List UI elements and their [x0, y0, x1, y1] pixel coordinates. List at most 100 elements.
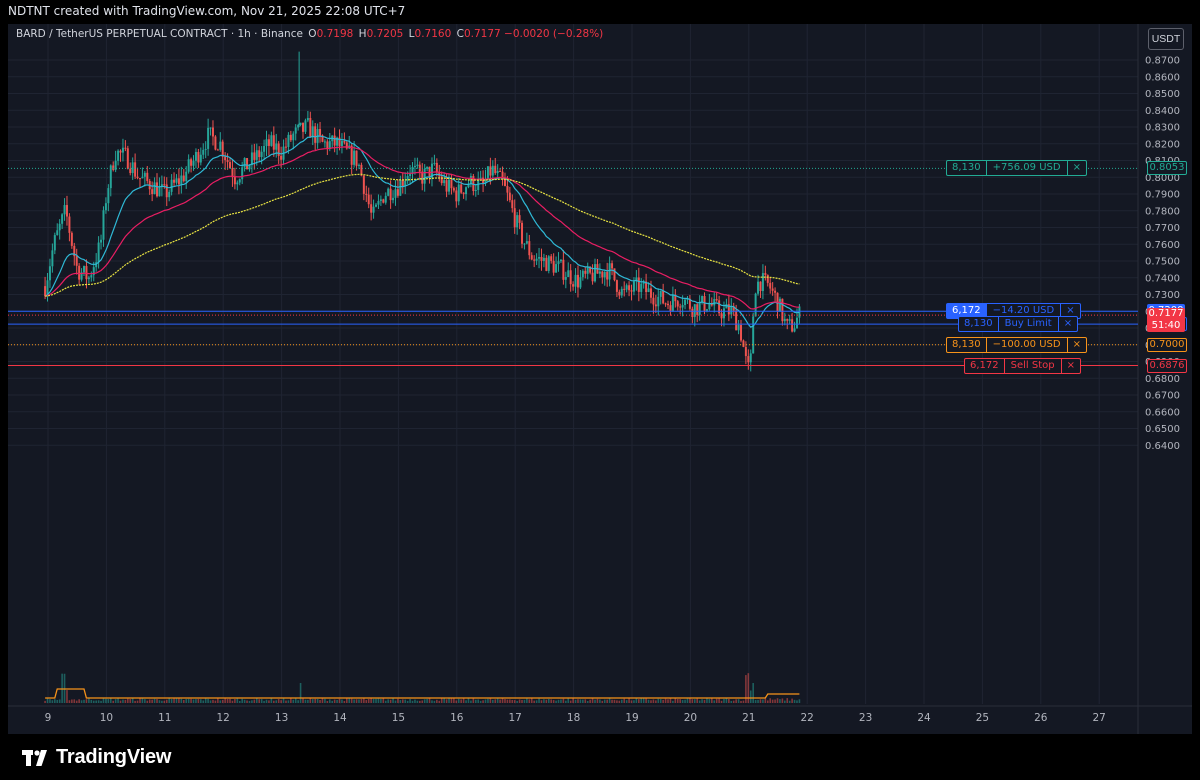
volume-bar	[681, 700, 684, 703]
candle-body	[530, 255, 533, 260]
candle-body	[121, 147, 124, 153]
volume-bar	[606, 699, 608, 703]
volume-bar	[219, 700, 222, 703]
brand-name: TradingView	[56, 746, 172, 768]
volume-bar	[78, 699, 80, 703]
volume-bar	[136, 700, 139, 703]
price-tick-label: 0.6800	[1145, 374, 1180, 385]
order-label[interactable]: Sell Stop	[1010, 359, 1055, 371]
time-tick-label: 24	[917, 712, 931, 724]
volume-bar	[676, 699, 679, 703]
volume-bar	[686, 698, 689, 703]
order-label[interactable]: Buy Limit	[1004, 318, 1052, 330]
time-tick-label: 14	[333, 712, 347, 724]
candle-body	[78, 265, 81, 280]
candle-body	[399, 179, 402, 196]
candle-body	[472, 175, 475, 191]
candle-body	[542, 257, 545, 261]
symbol-title[interactable]: BARD / TetherUS PERPETUAL CONTRACT · 1h …	[16, 28, 303, 40]
order-qty[interactable]: 6,172	[947, 304, 987, 319]
candle-body	[406, 176, 409, 181]
candle-body	[70, 232, 73, 246]
candle-body	[528, 241, 531, 256]
volume-bar	[640, 698, 643, 703]
order-qty[interactable]: 6,172	[965, 358, 1005, 373]
order-label[interactable]: −100.00 USD	[992, 338, 1061, 350]
order-ticket-sell-stop[interactable]: 6,172 Sell Stop ×	[964, 357, 1082, 374]
volume-bar	[489, 698, 492, 703]
candle-body	[766, 274, 769, 283]
candle-body	[202, 149, 205, 155]
candle-body	[791, 319, 794, 332]
volume-bar	[599, 699, 601, 703]
order-qty[interactable]: 8,130	[947, 337, 987, 352]
volume-bar	[399, 700, 402, 703]
volume-bar	[182, 700, 185, 703]
order-qty[interactable]: 8,130	[959, 317, 999, 332]
volume-bar	[764, 698, 767, 703]
candle-body	[764, 273, 767, 275]
high-key: H	[358, 28, 367, 40]
volume-bar	[779, 699, 781, 703]
candle-body	[513, 208, 516, 228]
candle-body	[389, 188, 392, 201]
candle-body	[226, 160, 229, 163]
order-qty[interactable]: 8,130	[947, 161, 987, 176]
volume-bar	[560, 699, 562, 703]
volume-bar	[139, 698, 141, 703]
candle-body	[547, 256, 550, 271]
chart-canvas[interactable]: 0.87000.86000.85000.84000.83000.82000.81…	[8, 24, 1192, 734]
candle-body	[375, 204, 378, 207]
volume-bar	[567, 698, 570, 703]
candle-body	[102, 210, 105, 240]
order-close-icon[interactable]: ×	[1057, 317, 1077, 332]
candle-body	[297, 124, 300, 128]
candle-body	[594, 264, 597, 282]
candle-body	[421, 171, 424, 184]
volume-bar	[633, 700, 635, 703]
volume-bar	[401, 699, 404, 703]
candle-body	[338, 137, 341, 147]
volume-bar	[46, 698, 49, 703]
volume-bar	[526, 698, 528, 703]
order-close-icon[interactable]: ×	[1060, 304, 1079, 319]
candle-body	[384, 195, 387, 203]
order-ticket-limit-100[interactable]: 8,130 −100.00 USD ×	[946, 336, 1087, 353]
candle-body	[314, 126, 317, 143]
candle-body	[287, 134, 290, 147]
time-tick-label: 11	[158, 712, 171, 724]
order-close-icon[interactable]: ×	[1066, 161, 1086, 176]
chart-pane[interactable]: 0.87000.86000.85000.84000.83000.82000.81…	[8, 24, 1192, 734]
candle-body	[321, 135, 324, 142]
candle-body	[134, 162, 137, 177]
volume-bar	[221, 699, 224, 703]
volume-bar	[781, 698, 784, 703]
time-tick-label: 16	[450, 712, 464, 724]
order-label[interactable]: −14.20 USD	[992, 305, 1055, 317]
order-close-icon[interactable]: ×	[1066, 337, 1086, 352]
volume-bar	[56, 699, 59, 703]
currency-button[interactable]: USDT	[1148, 28, 1184, 50]
order-close-icon[interactable]: ×	[1060, 358, 1080, 373]
tradingview-logo[interactable]: TradingView	[22, 746, 171, 769]
volume-bar	[122, 699, 124, 703]
volume-bar	[499, 699, 501, 703]
volume-bar	[209, 700, 212, 703]
order-label[interactable]: +756.09 USD	[992, 162, 1061, 174]
order-ticket-take-profit[interactable]: 8,130 +756.09 USD ×	[946, 160, 1087, 177]
order-ticket-buy-limit[interactable]: 8,130 Buy Limit ×	[958, 316, 1079, 333]
candle-body	[58, 223, 61, 231]
volume-bar	[445, 699, 448, 703]
volume-bar	[146, 700, 149, 703]
candle-body	[727, 304, 730, 315]
candle-body	[426, 166, 429, 169]
volume-bar	[336, 699, 338, 703]
volume-bar	[387, 699, 389, 703]
volume-bar	[725, 698, 728, 703]
candle-body	[61, 214, 64, 224]
candle-body	[151, 189, 154, 195]
high-value: 0.7205	[366, 28, 404, 40]
volume-bar	[715, 698, 718, 703]
time-tick-label: 25	[976, 712, 989, 724]
candle-body	[781, 298, 784, 322]
